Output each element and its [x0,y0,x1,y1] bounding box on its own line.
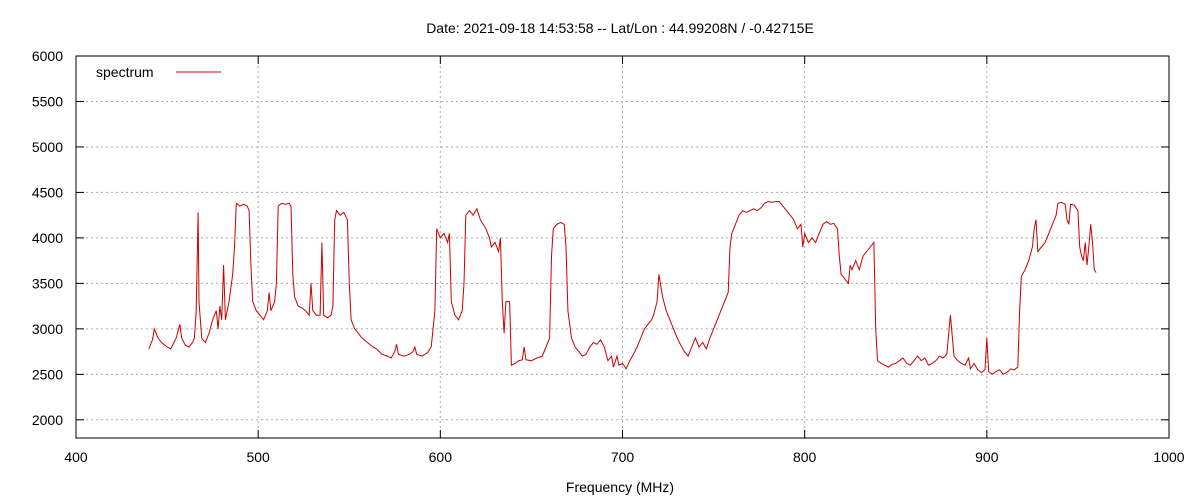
chart-title: Date: 2021-09-18 14:53:58 -- Lat/Lon : 4… [426,20,814,36]
x-tick-label: 500 [246,449,270,465]
x-axis-title: Frequency (MHz) [566,479,674,495]
legend-label: spectrum [96,64,154,80]
x-tick-label: 900 [975,449,999,465]
x-tick-label: 400 [64,449,88,465]
x-tick-label: 800 [793,449,817,465]
y-tick-label: 5500 [32,93,63,109]
y-tick-label: 2500 [32,366,63,382]
x-tick-label: 700 [611,449,635,465]
y-tick-label: 2000 [32,412,63,428]
legend: spectrum [96,64,221,80]
y-tick-label: 3000 [32,321,63,337]
series-line-spectrum [148,200,1097,375]
x-tick-label: 600 [429,449,453,465]
y-tick-label: 6000 [32,48,63,64]
grid-lines [76,56,1169,438]
plot-area [148,200,1097,375]
x-tick-label: 1000 [1153,449,1184,465]
y-tick-label: 5000 [32,139,63,155]
y-tick-label: 4000 [32,230,63,246]
y-tick-label: 3500 [32,275,63,291]
axis-ticks: 400 500 600 700 800 900 1000 2000 2500 3000 3500 40… [32,48,1185,465]
y-tick-label: 4500 [32,184,63,200]
